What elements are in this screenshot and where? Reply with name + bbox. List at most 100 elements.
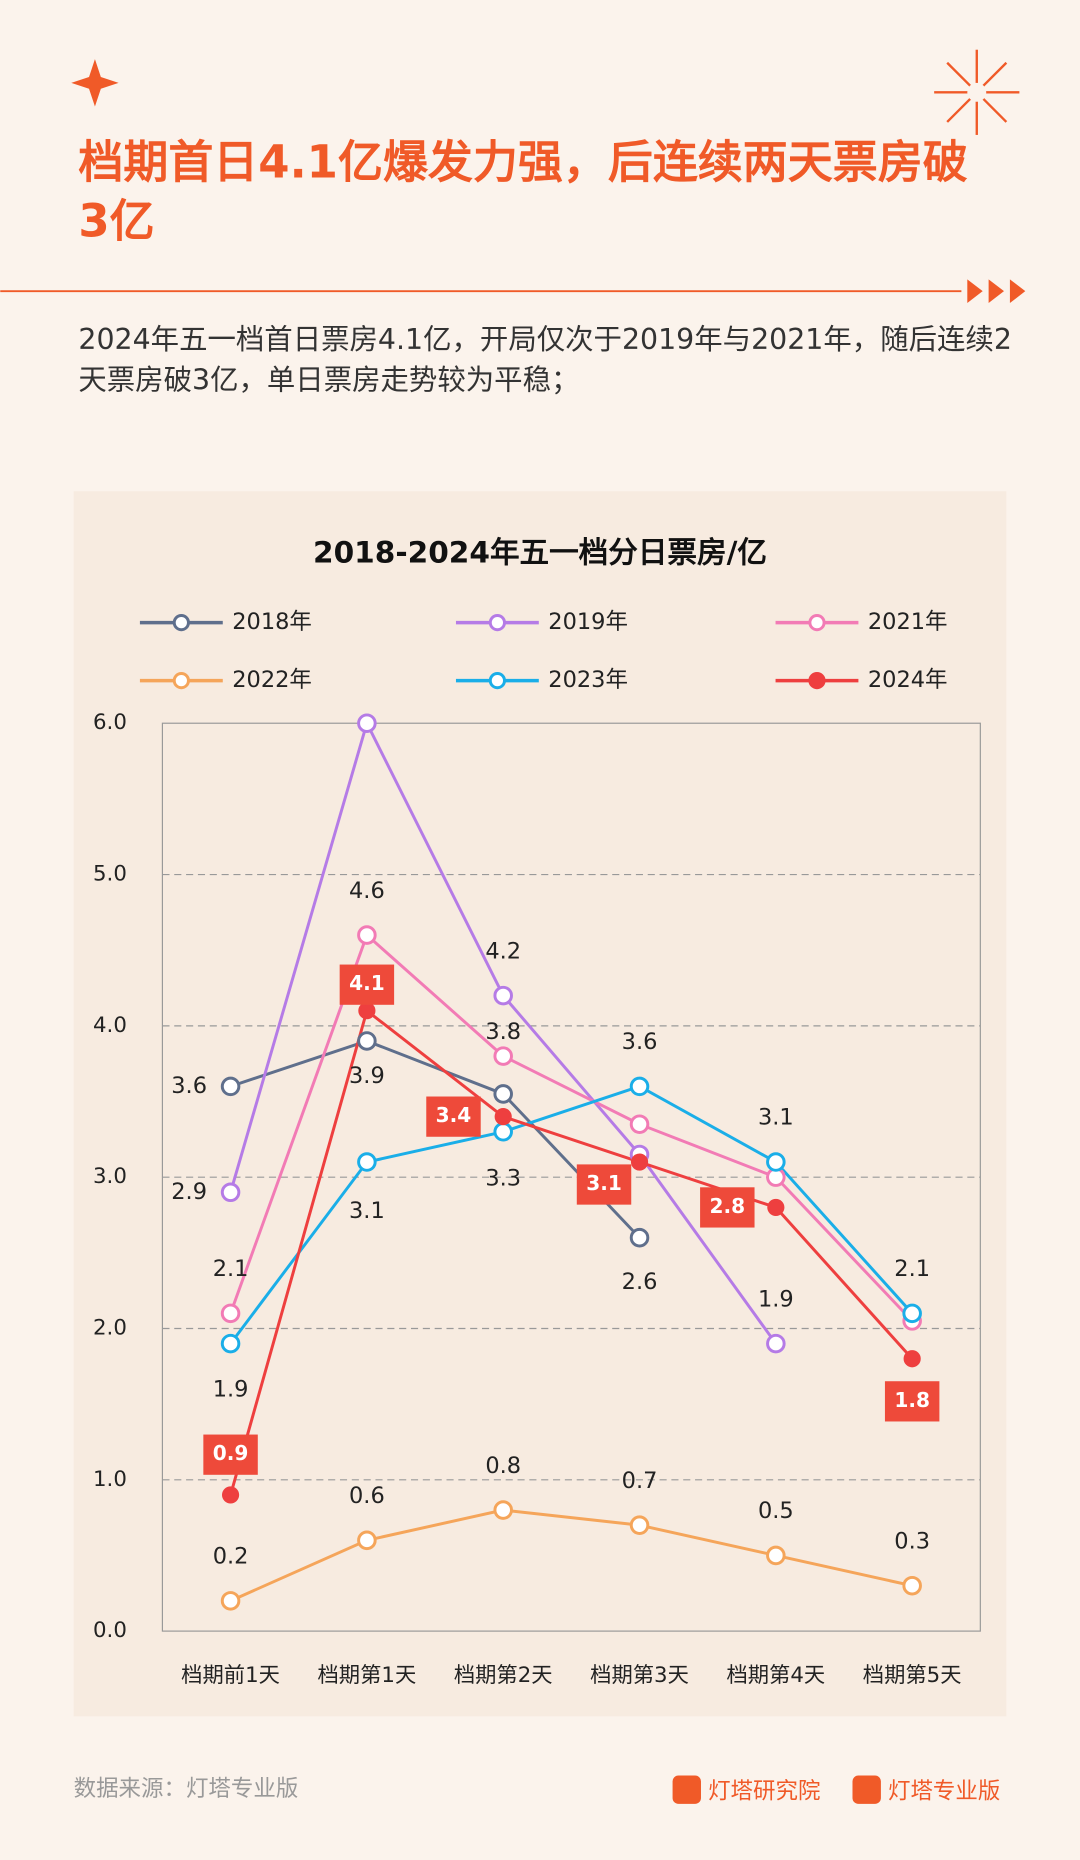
y-tick-label: 1.0: [93, 1467, 127, 1492]
data-label: 2.1: [894, 1256, 930, 1282]
point: [220, 1076, 241, 1097]
point: [902, 1575, 922, 1596]
arrows: [967, 279, 1026, 304]
data-label: 3.1: [758, 1105, 794, 1131]
y-tick-label: 4.0: [93, 1013, 127, 1038]
brand-name: 灯塔专业版: [888, 1779, 1000, 1805]
label-box: [339, 964, 395, 1005]
point: [220, 1182, 241, 1203]
data-label: 4.2: [485, 938, 521, 964]
x-tick-label: 档期第4天: [726, 1663, 825, 1688]
series-line: [229, 1008, 914, 1496]
point: [220, 1333, 241, 1354]
data-label: 2.9: [171, 1179, 207, 1205]
point: [629, 1076, 650, 1097]
x-tick-label: 档期第3天: [590, 1663, 689, 1688]
legend-marker: [808, 672, 826, 690]
point: [493, 1122, 513, 1142]
headline-box: 档期首日4.1亿爆发力强，后连续两天票房破3亿: [78, 136, 968, 248]
point: [902, 1303, 922, 1324]
data-label: 0.9: [213, 1441, 249, 1465]
data-label: 3.3: [485, 1166, 521, 1192]
point: [766, 1333, 786, 1354]
point: [221, 1486, 240, 1504]
series-line: [229, 1508, 913, 1603]
label-box: [700, 1187, 755, 1228]
label-box: [426, 1096, 481, 1137]
y-tick-label: 6.0: [93, 710, 127, 735]
firework-center: [967, 82, 987, 102]
legend-label: 2023年: [548, 667, 628, 693]
legend-label: 2019年: [548, 609, 628, 635]
legend-marker: [488, 614, 506, 632]
data-label: 3.6: [622, 1029, 658, 1055]
data-label: 1.8: [894, 1388, 930, 1412]
legend-marker: [172, 614, 190, 632]
data-label: 0.7: [622, 1468, 658, 1494]
data-label: 3.1: [349, 1198, 385, 1224]
legend-label: 2022年: [232, 667, 312, 693]
data-label: 0.8: [485, 1453, 521, 1479]
x-tick-label: 档期第5天: [863, 1663, 962, 1688]
point: [766, 1152, 786, 1172]
point: [493, 985, 513, 1006]
legend-marker: [808, 614, 826, 632]
y-tick-label: 0.0: [93, 1618, 127, 1643]
x-tick-label: 档期第1天: [318, 1663, 417, 1688]
point: [766, 1545, 786, 1566]
data-label: 3.4: [436, 1103, 472, 1127]
data-label: 4.1: [349, 971, 385, 995]
point: [630, 1153, 649, 1171]
data-label: 2.6: [622, 1269, 658, 1295]
legend-label: 2024年: [868, 667, 948, 693]
chart-panel: [73, 491, 1007, 1717]
data-label: 3.8: [485, 1019, 521, 1045]
data-label: 0.5: [758, 1498, 794, 1524]
point: [357, 1031, 377, 1051]
data-label: 4.6: [349, 878, 385, 904]
label-box: [576, 1164, 632, 1205]
data-label: 0.6: [349, 1483, 385, 1509]
headline: 档期首日4.1亿爆发力强，后连续两天票房破3亿: [78, 136, 968, 248]
data-label: 0.2: [213, 1544, 249, 1570]
y-tick-label: 5.0: [93, 862, 127, 887]
data-label: 3.6: [171, 1073, 207, 1099]
data-label: 1.9: [213, 1376, 249, 1402]
point: [357, 925, 377, 945]
point: [494, 1108, 512, 1126]
point: [357, 713, 377, 733]
data-label: 2.8: [710, 1194, 746, 1218]
point: [357, 1152, 377, 1172]
chart-title: 2018-2024年五一档分日票房/亿: [313, 535, 767, 569]
sparkle-icon: [71, 59, 119, 107]
legend-marker: [172, 672, 190, 690]
data-label: 0.3: [894, 1528, 930, 1554]
data-label: 3.9: [349, 1063, 385, 1089]
point: [220, 1591, 241, 1611]
point: [220, 1303, 241, 1324]
series-line: [229, 1084, 914, 1345]
label-box: [884, 1381, 940, 1422]
x-tick-label: 档期前1天: [181, 1663, 280, 1688]
brand-logo: [852, 1775, 881, 1804]
point: [357, 1530, 377, 1551]
data-label: 3.1: [586, 1171, 622, 1195]
description-box: 2024年五一档首日票房4.1亿，开局仅次于2019年与2021年，随后连续2天…: [78, 323, 1012, 396]
point: [358, 1002, 376, 1020]
point: [629, 1515, 650, 1535]
point: [767, 1198, 785, 1217]
brand-name: 灯塔研究院: [708, 1779, 820, 1805]
brand-logo: [672, 1775, 701, 1804]
point: [629, 1227, 650, 1248]
data-label: 2.1: [213, 1256, 249, 1282]
series-line: [230, 1039, 641, 1239]
legend-label: 2018年: [232, 609, 312, 635]
point: [493, 1046, 513, 1066]
y-tick-label: 2.0: [93, 1315, 127, 1340]
point: [493, 1500, 513, 1520]
point: [493, 1084, 513, 1104]
y-tick-label: 3.0: [93, 1164, 127, 1189]
source: 数据来源：灯塔专业版: [74, 1776, 299, 1802]
